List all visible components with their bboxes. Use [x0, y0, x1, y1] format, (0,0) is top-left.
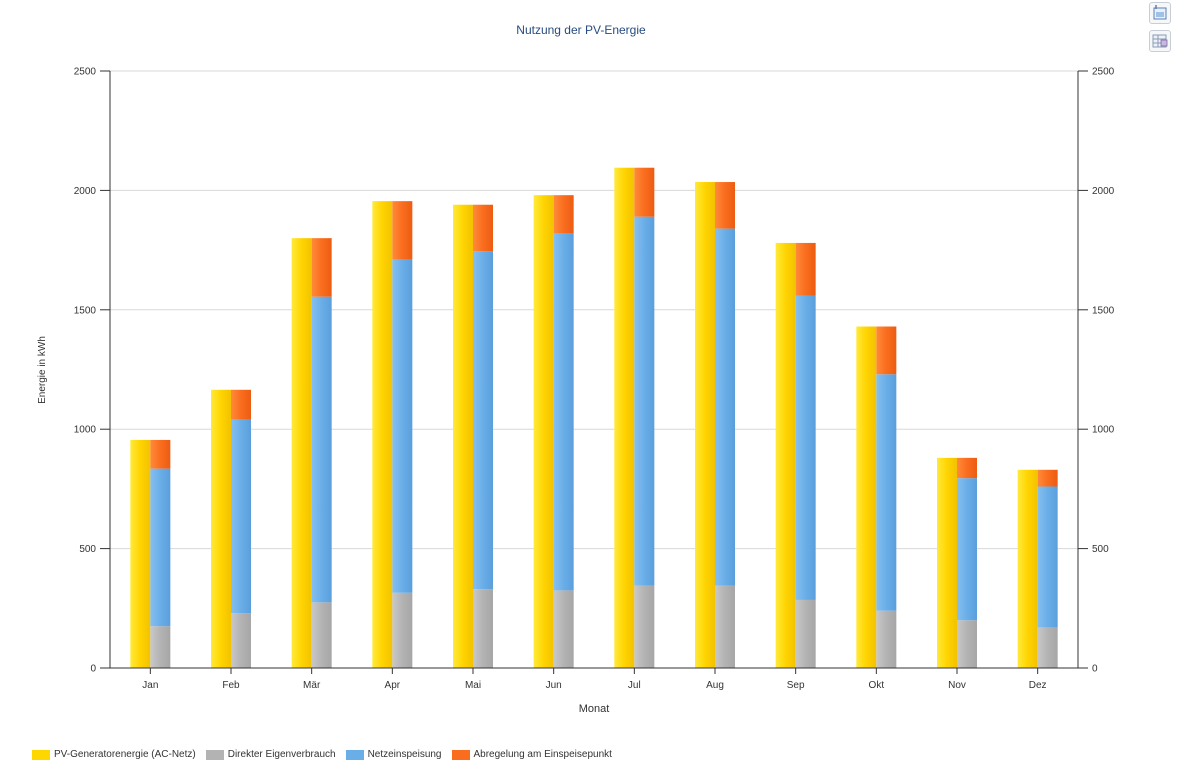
legend-swatch: [345, 749, 364, 760]
bar-grid-feed-in: [553, 233, 574, 591]
x-tick-label: Dez: [1029, 680, 1047, 691]
bar-generation: [1017, 469, 1038, 668]
x-tick-label: Nov: [948, 680, 966, 691]
y-tick-label-left: 500: [79, 544, 96, 555]
bar-curtailment: [311, 238, 332, 297]
x-tick-label: Aug: [706, 680, 724, 691]
y-tick-label-right: 1000: [1092, 425, 1115, 436]
legend-swatch: [32, 749, 50, 760]
x-tick-label: Mär: [303, 680, 321, 691]
bar-generation: [533, 195, 554, 668]
x-tick-label: Jun: [546, 680, 562, 691]
bar-curtailment: [392, 201, 413, 260]
axes: 0 0 500 500 1000 1000 1500 1500 2000 2000 2500 2500…: [74, 67, 1115, 692]
bar-grid-feed-in: [795, 295, 816, 600]
x-tick-label: Feb: [222, 680, 240, 691]
bar-self-consumption: [150, 626, 171, 668]
bar-self-consumption: [553, 590, 574, 668]
data-table-button[interactable]: [1149, 30, 1171, 52]
y-tick-label-right: 2000: [1092, 186, 1115, 197]
x-tick-label: Apr: [385, 680, 401, 691]
bar-generation: [130, 439, 151, 668]
bar-grid-feed-in: [231, 419, 251, 614]
bar-generation: [695, 182, 715, 669]
bar-curtailment: [231, 389, 251, 420]
bar-grid-feed-in: [311, 296, 332, 603]
x-tick-label: Okt: [869, 680, 885, 691]
bar-self-consumption: [231, 613, 251, 668]
gridlines: [110, 70, 1078, 550]
legend-label: Abregelung am Einspeisepunkt: [473, 749, 612, 760]
bar-curtailment: [1037, 469, 1058, 487]
x-tick-label: Jan: [142, 680, 158, 691]
y-tick-label-right: 1500: [1092, 305, 1115, 316]
bar-grid-feed-in: [715, 228, 735, 586]
bar-curtailment: [473, 204, 493, 252]
data-table-icon: [1152, 34, 1168, 48]
bar-grid-feed-in: [1037, 486, 1058, 628]
y-tick-label-left: 2500: [74, 67, 97, 78]
bar-curtailment: [634, 167, 655, 217]
bar-self-consumption: [392, 592, 413, 668]
bar-generation: [291, 238, 312, 668]
x-tick-label: Mai: [465, 680, 481, 691]
bar-curtailment: [957, 457, 977, 479]
bar-curtailment: [876, 326, 897, 375]
bar-self-consumption: [473, 589, 493, 668]
legend-item[interactable]: Abregelung am Einspeisepunkt: [451, 749, 612, 760]
bar-generation: [453, 204, 473, 668]
legend-item[interactable]: Netzeinspeisung: [345, 749, 442, 760]
bar-self-consumption: [957, 620, 977, 668]
x-axis-label: Monat: [579, 703, 610, 715]
bar-grid-feed-in: [957, 478, 977, 621]
y-tick-label-left: 1000: [74, 425, 97, 436]
bar-grid-feed-in: [392, 259, 413, 593]
bars: [130, 167, 1058, 669]
bar-self-consumption: [795, 599, 816, 668]
y-tick-label-right: 500: [1092, 544, 1109, 555]
y-tick-label-right: 0: [1092, 664, 1098, 675]
y-tick-label-left: 1500: [74, 305, 97, 316]
legend-label: Netzeinspeisung: [367, 749, 442, 760]
export-image-icon: [1153, 5, 1167, 20]
bar-self-consumption: [311, 602, 332, 668]
bar-self-consumption: [634, 585, 655, 668]
y-tick-label-right: 2500: [1092, 67, 1115, 78]
y-tick-label-left: 2000: [74, 186, 97, 197]
legend-item[interactable]: PV-Generatorenergie (AC-Netz): [32, 749, 196, 760]
y-tick-label-left: 0: [90, 664, 96, 675]
x-tick-label: Jul: [628, 680, 641, 691]
bar-generation: [211, 389, 231, 668]
bar-grid-feed-in: [876, 374, 897, 611]
x-tick-label: Sep: [787, 680, 805, 691]
bar-curtailment: [715, 182, 735, 229]
legend-swatch: [205, 749, 224, 760]
bar-curtailment: [795, 242, 816, 296]
bar-generation: [372, 201, 393, 668]
bar-self-consumption: [876, 610, 897, 668]
legend-label: Direkter Eigenverbrauch: [227, 749, 336, 760]
chart-title: Nutzung der PV-Energie: [516, 23, 646, 37]
bar-generation: [775, 242, 796, 668]
bar-generation: [856, 326, 877, 668]
bar-generation: [614, 167, 635, 669]
bar-self-consumption: [715, 585, 735, 668]
bar-curtailment: [150, 439, 171, 469]
legend-swatch: [451, 749, 470, 760]
bar-grid-feed-in: [634, 216, 655, 586]
legend-item[interactable]: Direkter Eigenverbrauch: [205, 749, 336, 760]
legend: PV-Generatorenergie (AC-Netz) Direkter Ei…: [32, 749, 622, 760]
bar-curtailment: [553, 195, 574, 234]
bar-self-consumption: [1037, 627, 1058, 668]
y-axis-label: Energie in kWh: [37, 336, 48, 404]
bar-grid-feed-in: [473, 251, 493, 590]
bar-grid-feed-in: [150, 468, 171, 627]
legend-label: PV-Generatorenergie (AC-Netz): [54, 749, 196, 760]
bar-generation: [937, 457, 957, 668]
export-image-button[interactable]: [1149, 2, 1171, 24]
